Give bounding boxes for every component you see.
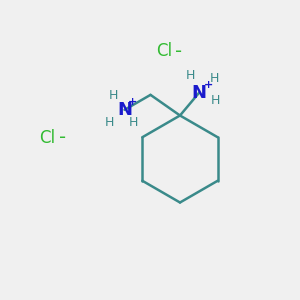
- Text: N: N: [192, 83, 207, 101]
- Text: H: H: [129, 116, 138, 129]
- Text: H: H: [108, 89, 118, 102]
- Text: +: +: [204, 80, 213, 90]
- Text: -: -: [58, 128, 66, 148]
- Text: +: +: [128, 98, 138, 107]
- Text: H: H: [210, 72, 219, 85]
- Text: H: H: [186, 69, 195, 82]
- Text: H: H: [211, 94, 220, 106]
- Text: H: H: [105, 116, 114, 129]
- Text: N: N: [117, 101, 132, 119]
- Text: Cl: Cl: [39, 129, 55, 147]
- Text: -: -: [176, 41, 183, 61]
- Text: Cl: Cl: [156, 42, 172, 60]
